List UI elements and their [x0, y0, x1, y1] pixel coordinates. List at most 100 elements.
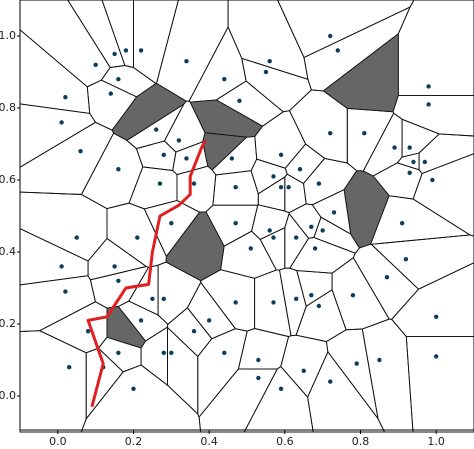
- voronoi-cell: [284, 143, 326, 185]
- point: [433, 354, 439, 359]
- point: [256, 357, 261, 363]
- voronoi-cell: [418, 133, 474, 175]
- point: [237, 98, 242, 104]
- voronoi-cell: [280, 334, 329, 398]
- voronoi-cell: [391, 262, 474, 338]
- x-tick-label: 0.0: [49, 435, 67, 448]
- voronoi-cell: [361, 318, 414, 433]
- voronoi-cell: [251, 204, 290, 240]
- point: [297, 167, 303, 172]
- point: [384, 275, 390, 280]
- voronoi-cell: [167, 326, 199, 416]
- point: [191, 181, 197, 186]
- voronoi-cell: [106, 202, 167, 268]
- voronoi-cell: [288, 203, 322, 239]
- point: [161, 350, 166, 355]
- x-tick-label: 0.8: [352, 435, 370, 448]
- voronoi-cell: [331, 257, 390, 331]
- voronoi-cell: [128, 264, 159, 316]
- point: [233, 221, 238, 226]
- point: [407, 170, 412, 175]
- point: [426, 102, 431, 107]
- voronoi-cell: [412, 153, 474, 237]
- point: [150, 296, 155, 301]
- point: [312, 246, 318, 251]
- y-tick-label: 0.2: [0, 317, 16, 330]
- y-tick-label: 0.0: [0, 389, 16, 402]
- point: [271, 235, 276, 240]
- point: [135, 235, 140, 240]
- point: [316, 303, 322, 309]
- point: [154, 127, 159, 132]
- voronoi-cell: [80, 132, 144, 210]
- point: [116, 278, 121, 283]
- point: [377, 357, 382, 363]
- point: [278, 386, 284, 391]
- point: [85, 329, 91, 334]
- voronoi-cell: [352, 243, 420, 320]
- voronoi-cell: [19, 121, 115, 195]
- y-tick-label: 1.0: [0, 29, 16, 42]
- point: [93, 62, 98, 67]
- point: [229, 156, 235, 161]
- point: [362, 131, 367, 136]
- point: [138, 48, 144, 53]
- point: [301, 368, 306, 373]
- point: [403, 257, 409, 262]
- point: [392, 145, 397, 150]
- point: [293, 296, 299, 301]
- point: [222, 350, 227, 355]
- y-tick-label: 0.4: [0, 245, 16, 258]
- voronoi-cell: [19, 0, 111, 88]
- voronoi-cell: [392, 94, 474, 137]
- voronoi-cell: [237, 328, 290, 370]
- voronoi-cell: [243, 365, 314, 433]
- voronoi-cell: [188, 25, 247, 103]
- shaded-cell: [202, 132, 248, 171]
- point: [138, 318, 144, 323]
- point: [354, 361, 359, 366]
- y-tick-label: 0.6: [0, 173, 16, 186]
- voronoi-cells: [19, 0, 474, 433]
- point: [123, 48, 129, 53]
- point: [267, 59, 272, 64]
- point: [430, 177, 435, 183]
- point: [263, 69, 269, 75]
- point: [256, 375, 261, 381]
- shaded-cell: [189, 99, 264, 138]
- point: [233, 185, 238, 190]
- point: [63, 95, 68, 100]
- voronoi-cell: [198, 368, 279, 433]
- path-line: [86, 139, 207, 408]
- point: [328, 379, 333, 384]
- point: [293, 235, 299, 240]
- voronoi-cell: [370, 234, 474, 290]
- point: [112, 264, 117, 269]
- point: [309, 224, 314, 229]
- point: [176, 138, 182, 143]
- point: [59, 264, 64, 269]
- point: [74, 235, 79, 240]
- point: [66, 365, 72, 370]
- point: [316, 181, 322, 186]
- point: [407, 145, 412, 150]
- voronoi-cell: [19, 28, 91, 114]
- voronoi-cell: [405, 336, 474, 433]
- point: [169, 350, 174, 355]
- voronoi-cell: [85, 347, 124, 421]
- point: [248, 246, 253, 251]
- point: [184, 156, 189, 161]
- point: [267, 228, 272, 233]
- point: [161, 152, 166, 157]
- shaded-cell: [343, 170, 390, 249]
- point: [157, 181, 163, 186]
- point: [426, 84, 431, 89]
- voronoi-cell: [101, 0, 134, 69]
- point: [108, 91, 114, 96]
- point: [328, 33, 333, 39]
- voronoi-cell: [396, 152, 420, 171]
- point: [422, 159, 428, 165]
- voronoi-cell: [346, 107, 395, 172]
- plot-frame: [19, 0, 474, 431]
